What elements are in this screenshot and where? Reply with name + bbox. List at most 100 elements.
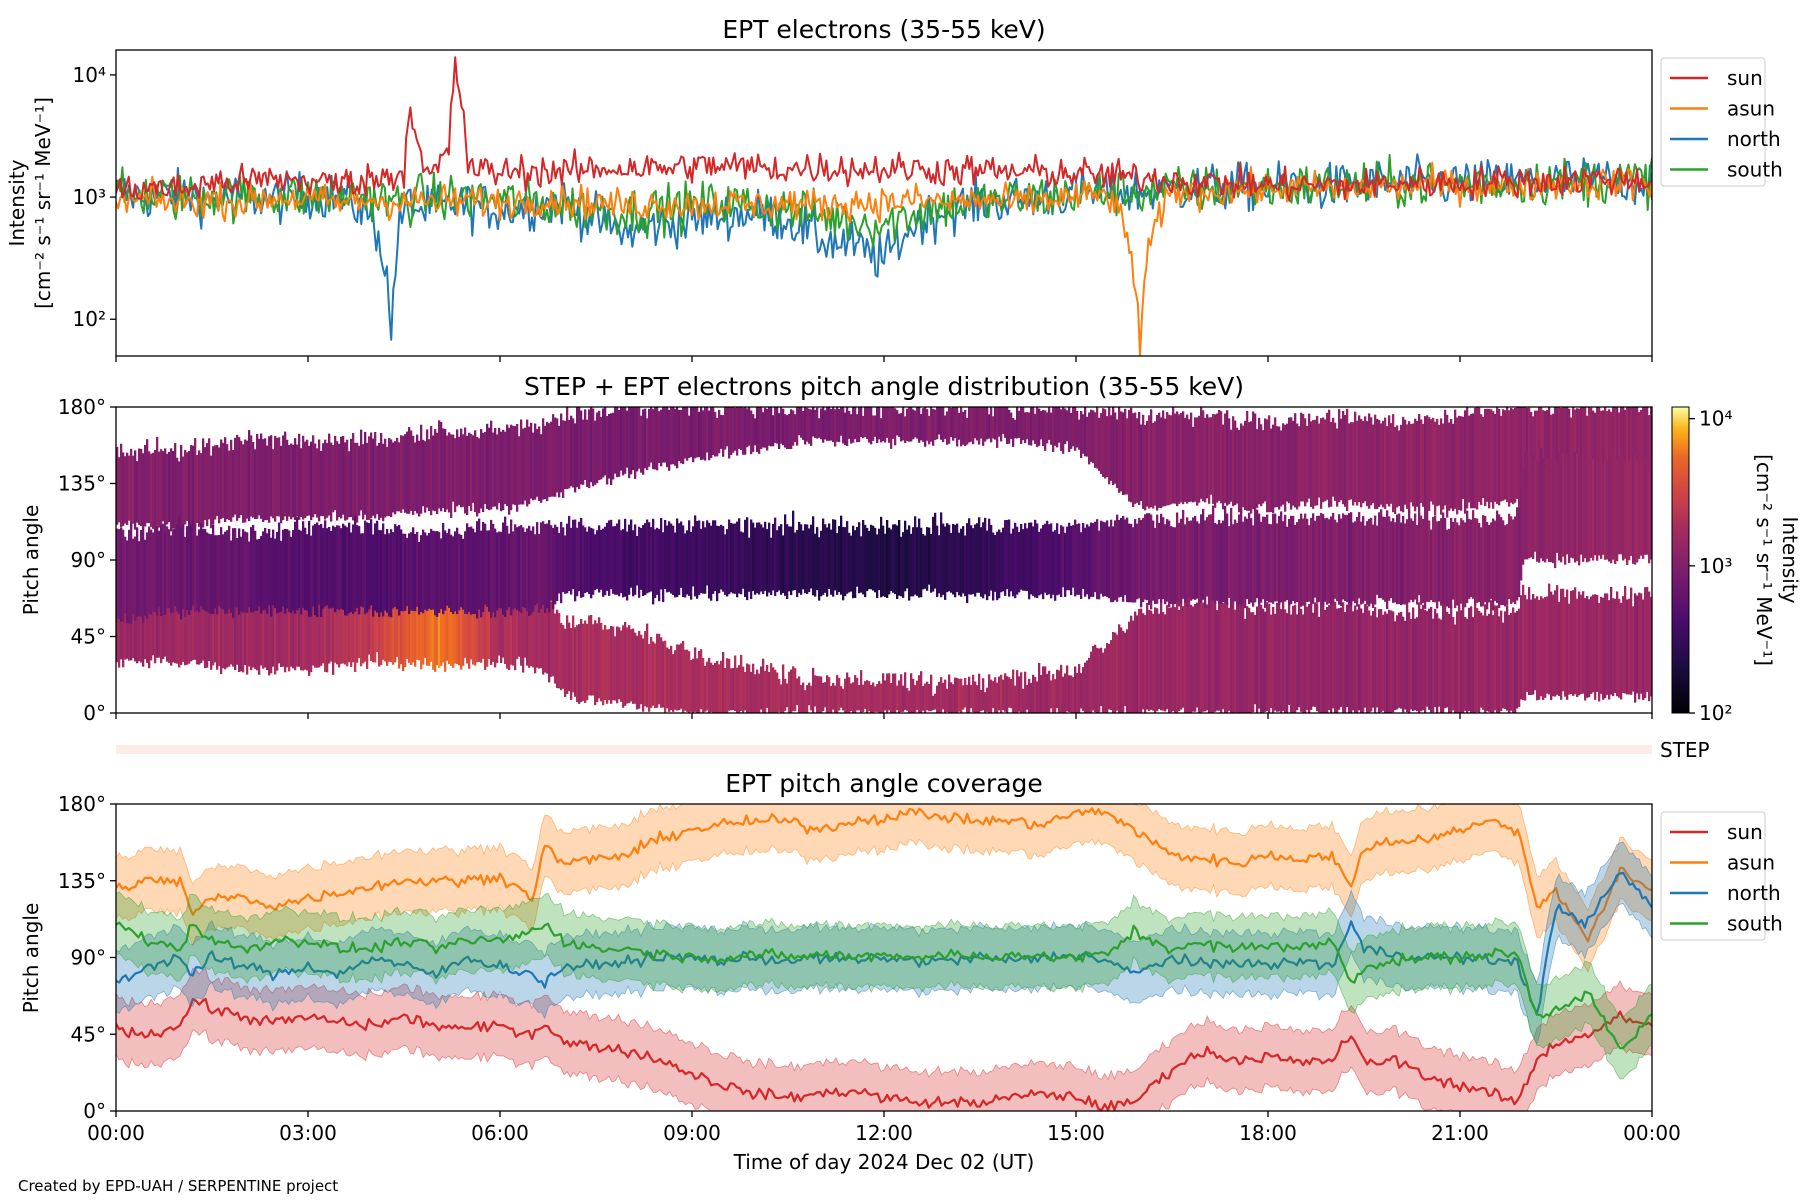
heatmap-cell (404, 434, 407, 513)
heatmap-cell (218, 535, 221, 606)
heatmap-cell (1004, 520, 1007, 596)
heatmap-cell (1282, 423, 1285, 505)
heatmap-cell (1084, 662, 1087, 713)
heatmap-cell (584, 409, 587, 480)
heatmap-cell (838, 678, 841, 711)
heatmap-cell (656, 407, 659, 471)
heatmap-cell (1354, 521, 1357, 604)
heatmap-cell (982, 678, 985, 711)
heatmap-cell (310, 589, 313, 673)
heatmap-cell (936, 525, 939, 598)
heatmap-cell (194, 583, 197, 660)
heatmap-cell (892, 407, 895, 439)
heatmap-cell (700, 528, 703, 593)
heatmap-cell (610, 519, 613, 590)
heatmap-cell (454, 592, 457, 664)
heatmap-cell (1550, 591, 1553, 701)
heatmap-cell (472, 592, 475, 665)
heatmap-cell (680, 409, 683, 464)
heatmap-cell (248, 430, 251, 522)
heatmap-cell (896, 685, 899, 711)
heatmap-cell (1478, 611, 1481, 713)
heatmap-cell (1148, 415, 1151, 509)
heatmap-cell (600, 622, 603, 702)
heatmap-cell (1230, 507, 1233, 609)
heatmap-cell (942, 523, 945, 595)
heatmap-cell (1440, 418, 1443, 515)
heatmap-cell (1398, 430, 1401, 507)
heatmap-cell (814, 533, 817, 597)
heatmap-cell (1112, 526, 1115, 603)
heatmap-cell (976, 685, 979, 713)
heatmap-cell (966, 684, 969, 713)
heatmap-cell (830, 529, 833, 595)
heatmap-cell (620, 630, 623, 702)
heatmap-cell (1500, 610, 1503, 711)
heatmap-cell (1314, 419, 1317, 506)
heatmap-cell (1612, 450, 1615, 560)
heatmap-cell (1088, 526, 1091, 600)
heatmap-cell (414, 533, 417, 612)
credit-text: Created by EPD-UAH / SERPENTINE project (18, 1177, 338, 1195)
heatmap-cell (1166, 605, 1169, 710)
heatmap-cell (672, 407, 675, 465)
heatmap-cell (686, 649, 689, 712)
heatmap-cell (514, 426, 517, 506)
heatmap-cell (826, 407, 829, 441)
heatmap-cell (916, 680, 919, 710)
heatmap-cell (1244, 516, 1247, 609)
heatmap-cell (1230, 429, 1233, 502)
heatmap-cell (1274, 513, 1277, 602)
heatmap-cell (136, 580, 139, 664)
heatmap-cell (240, 536, 243, 612)
heatmap-cell (284, 431, 287, 517)
heatmap-cell (1274, 417, 1277, 508)
heatmap-cell (1566, 589, 1569, 700)
heatmap-cell (180, 585, 183, 665)
heatmap-cell (1650, 596, 1652, 697)
heatmap-cell (1176, 512, 1179, 603)
heatmap-cell (1638, 592, 1641, 700)
heatmap-cell (666, 647, 669, 709)
heatmap-cell (458, 588, 461, 666)
heatmap-cell (1592, 459, 1595, 561)
heatmap-cell (1162, 410, 1165, 507)
heatmap-cell (1052, 531, 1055, 595)
heatmap-cell (234, 437, 237, 515)
heatmap-cell (1454, 518, 1457, 608)
heatmap-cell (562, 625, 565, 689)
heatmap-cell (148, 575, 151, 669)
heatmap-cell (854, 407, 857, 440)
heatmap-cell (1326, 517, 1329, 605)
heatmap-cell (510, 587, 513, 665)
heatmap-cell (504, 431, 507, 505)
heatmap-cell (1360, 608, 1363, 713)
heatmap-cell (166, 526, 169, 609)
heatmap-cell (1206, 604, 1209, 711)
heatmap-cell (744, 407, 747, 455)
heatmap-cell (1636, 461, 1639, 563)
heatmap-cell (612, 526, 615, 594)
heatmap-cell (252, 442, 255, 518)
heatmap-cell (1504, 611, 1507, 709)
heatmap-cell (694, 647, 697, 712)
heatmap-cell (924, 683, 927, 713)
heatmap-cell (1252, 612, 1255, 713)
heatmap-cell (912, 409, 915, 440)
heatmap-cell (1256, 509, 1259, 599)
heatmap-cell (332, 445, 335, 513)
heatmap-cell (394, 593, 397, 663)
heatmap-cell (1474, 518, 1477, 606)
heatmap-cell (1604, 460, 1607, 560)
heatmap-cell (1086, 524, 1089, 595)
heatmap-cell (856, 677, 859, 711)
heatmap-cell (124, 456, 127, 524)
heatmap-cell (1554, 458, 1557, 569)
heatmap-cell (1184, 417, 1187, 502)
heatmap-cell (1074, 407, 1077, 451)
heatmap-cell (992, 681, 995, 709)
heatmap-cell (1160, 513, 1163, 603)
heatmap-cell (208, 599, 211, 661)
heatmap-cell (818, 418, 821, 438)
heatmap-cell (812, 667, 815, 713)
